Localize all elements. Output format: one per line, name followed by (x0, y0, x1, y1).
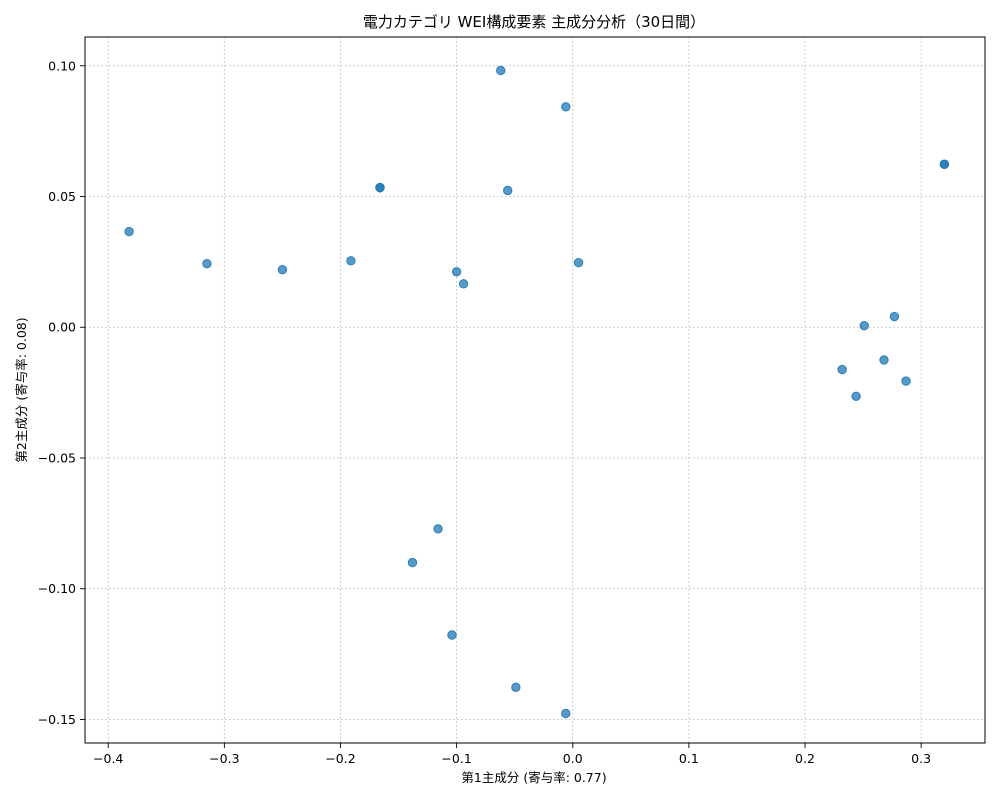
plot-frame (84, 36, 986, 744)
y-axis-ticks: 0.10 0.05 0.00 −0.05 −0.10 −0.15 (38, 58, 85, 727)
x-tick-label: −0.4 (93, 751, 123, 766)
data-point (447, 630, 457, 640)
x-tick-label: 0.0 (563, 751, 583, 766)
x-axis-label: 第1主成分 (寄与率: 0.77) (461, 770, 606, 785)
x-tick-label: 0.3 (911, 751, 931, 766)
x-tick-label: −0.3 (209, 751, 239, 766)
data-point (503, 185, 513, 196)
data-point (433, 524, 443, 534)
data-point (124, 226, 134, 237)
y-tick-label: −0.10 (38, 581, 76, 596)
y-tick-label: 0.10 (48, 58, 76, 73)
data-point (901, 376, 911, 386)
data-point (859, 320, 869, 331)
x-axis-ticks: −0.4 −0.3 −0.2 −0.1 0.0 0.1 0.2 0.3 (93, 743, 931, 766)
x-tick-label: −0.2 (325, 751, 355, 766)
data-point (277, 265, 288, 275)
y-tick-label: 0.05 (48, 189, 76, 204)
data-point (561, 708, 571, 719)
data-point (837, 364, 847, 375)
data-point (573, 257, 584, 268)
data-point (346, 256, 356, 266)
y-tick-label: −0.15 (38, 712, 76, 727)
data-point (889, 311, 900, 322)
data-point (879, 355, 889, 365)
data-point (511, 682, 521, 693)
data-point (496, 65, 506, 76)
data-point (851, 391, 861, 401)
data-points (124, 65, 950, 719)
data-point (451, 267, 462, 277)
x-tick-label: −0.1 (441, 751, 471, 766)
x-tick-label: 0.1 (679, 751, 699, 766)
data-point (407, 557, 418, 568)
chart-title: 電力カテゴリ WEI構成要素 主成分分析（30日間） (363, 13, 705, 31)
x-tick-label: 0.2 (795, 751, 815, 766)
y-axis-label: 第2主成分 (寄与率: 0.08) (14, 317, 29, 462)
data-point (202, 259, 212, 269)
grid-lines (85, 37, 985, 743)
data-point (561, 102, 571, 112)
data-point (375, 182, 385, 193)
y-tick-label: 0.00 (48, 320, 76, 335)
data-point (458, 279, 469, 289)
y-tick-label: −0.05 (38, 450, 76, 465)
data-point (939, 159, 950, 170)
